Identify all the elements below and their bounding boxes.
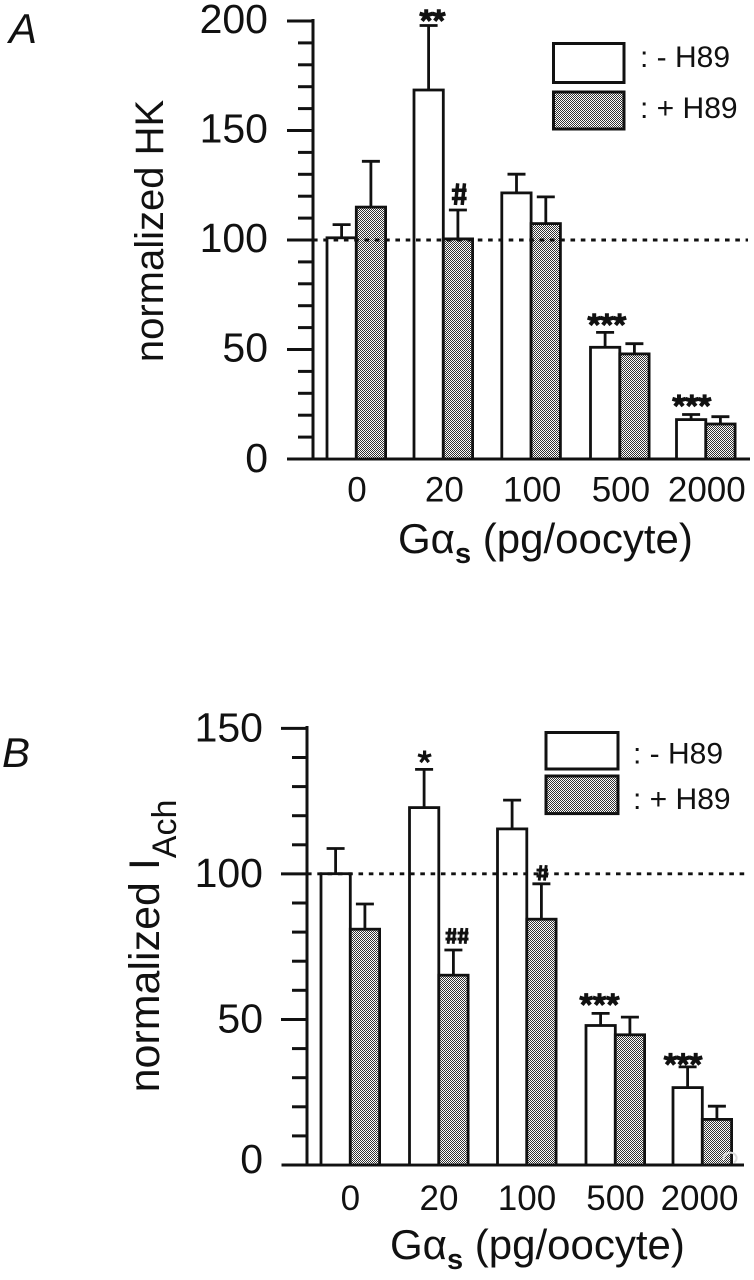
svg-text:500: 500 [586,1179,644,1218]
svg-text:: - H89: : - H89 [640,41,730,74]
svg-text:200: 200 [200,0,268,42]
svg-text:0: 0 [245,435,268,481]
svg-text:A: A [6,5,37,52]
svg-text:2000: 2000 [661,1179,739,1218]
svg-text:100: 100 [503,471,561,510]
svg-text:normalized HK: normalized HK [128,100,172,363]
svg-text:: + H89: : + H89 [640,92,738,125]
svg-text:500: 500 [592,471,650,510]
svg-text:B: B [2,729,30,776]
svg-text:20: 20 [420,1179,459,1218]
svg-text:0: 0 [341,1179,360,1218]
svg-text:100: 100 [498,1179,556,1218]
svg-text:Gαs (pg/oocyte): Gαs (pg/oocyte) [398,515,693,570]
svg-text:100: 100 [195,850,263,896]
svg-text:20: 20 [425,471,464,510]
svg-text:150: 150 [200,106,268,152]
svg-text:150: 150 [195,704,263,750]
svg-text:100: 100 [200,215,268,261]
svg-text:50: 50 [222,325,268,371]
svg-text:50: 50 [217,996,263,1042]
svg-text:0: 0 [240,1136,263,1182]
svg-text:2000: 2000 [668,471,746,510]
svg-text:0: 0 [347,471,366,510]
svg-text:: + H89: : + H89 [633,783,731,816]
svg-text:Gαs (pg/oocyte): Gαs (pg/oocyte) [390,1221,685,1276]
svg-text:: - H89: : - H89 [633,738,723,771]
